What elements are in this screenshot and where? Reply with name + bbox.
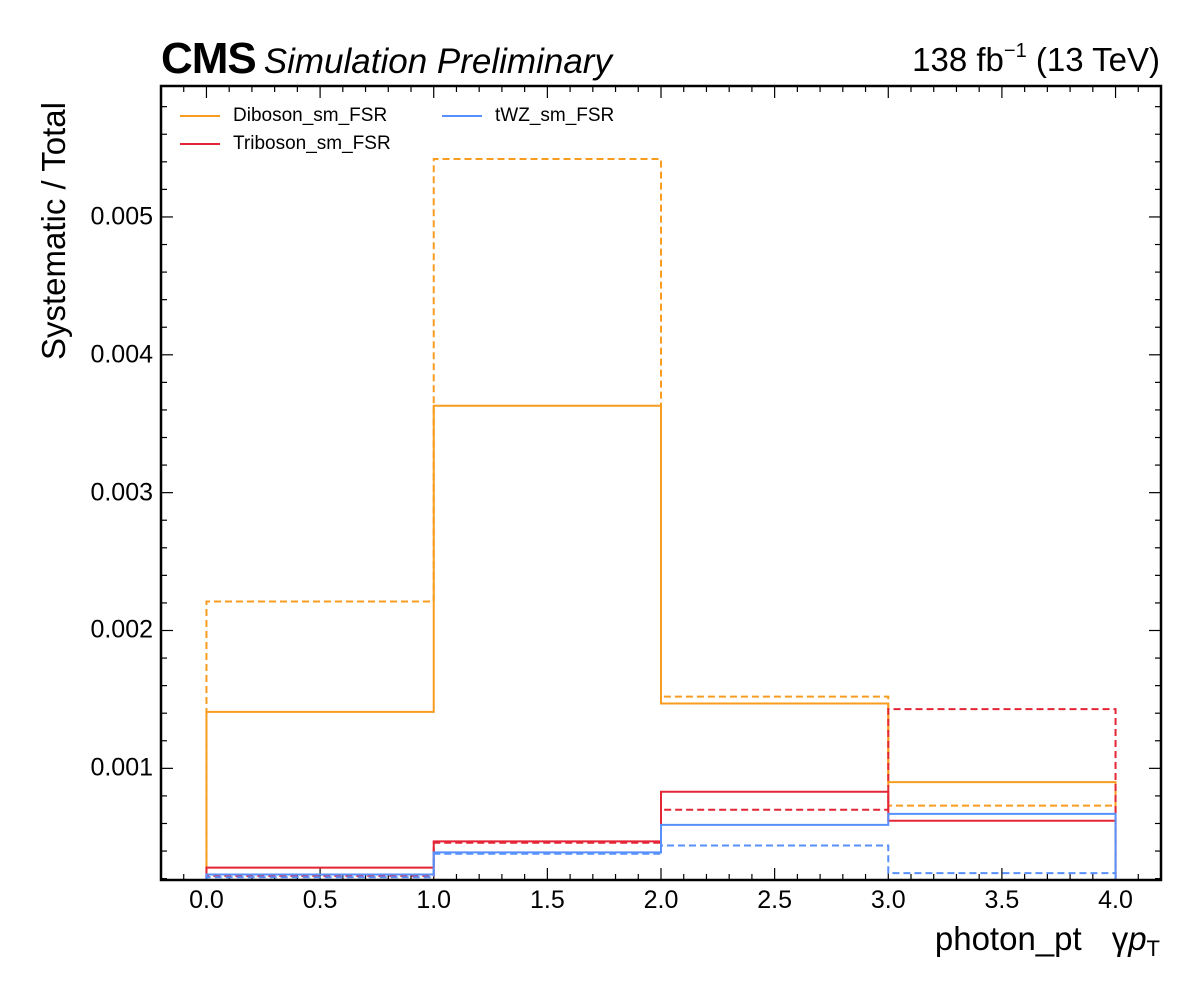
legend-label-diboson: Diboson_sm_FSR bbox=[233, 105, 388, 126]
y-tick-label: 0.003 bbox=[90, 478, 153, 507]
energy-label: (13 TeV) bbox=[1035, 41, 1160, 78]
series-diboson-dashed bbox=[205, 158, 1117, 880]
y-tick-label: 0.002 bbox=[90, 615, 153, 644]
x-axis-unit-sub: T bbox=[1146, 936, 1160, 961]
x-tick-label: 3.5 bbox=[984, 886, 1020, 914]
y-tick-label: 0.004 bbox=[90, 340, 153, 369]
lumi-value: 138 fb bbox=[912, 41, 1004, 78]
legend-label-triboson: Triboson_sm_FSR bbox=[233, 133, 391, 154]
status-label: Simulation Preliminary bbox=[263, 42, 612, 81]
series-twz-dashed bbox=[205, 844, 1117, 880]
legend-item-triboson: Triboson_sm_FSR bbox=[180, 132, 391, 156]
x-tick-label: 3.0 bbox=[870, 886, 906, 914]
legend-swatch-twz bbox=[442, 115, 482, 117]
x-axis-variable: photon_pt bbox=[934, 920, 1082, 957]
legend-swatch-triboson bbox=[180, 143, 220, 145]
x-tick-label: 2.0 bbox=[643, 886, 679, 914]
x-tick-label: 1.0 bbox=[416, 886, 452, 914]
x-axis-unit: γpT bbox=[1111, 920, 1160, 961]
y-tick-label: 0.001 bbox=[90, 753, 153, 782]
lumi-exponent: −1 bbox=[1003, 40, 1027, 62]
x-axis-label: photon_pt γpT bbox=[935, 920, 1160, 962]
x-axis-unit-var: p bbox=[1128, 920, 1147, 957]
series-diboson-solid bbox=[205, 404, 1117, 880]
x-tick-label: 4.0 bbox=[1098, 886, 1133, 914]
legend-item-diboson: Diboson_sm_FSR bbox=[180, 104, 387, 128]
x-axis-unit-symbol: γ bbox=[1111, 920, 1129, 957]
plot-frame bbox=[159, 84, 1163, 882]
x-tick-label: 1.5 bbox=[529, 886, 565, 914]
y-axis-label: Systematic / Total bbox=[35, 102, 72, 360]
luminosity-label: 138 fb−1 (13 TeV) bbox=[912, 40, 1160, 79]
legend-label-twz: tWZ_sm_FSR bbox=[495, 105, 615, 126]
y-tick-label: 0.005 bbox=[90, 202, 153, 231]
legend-swatch-diboson bbox=[180, 115, 220, 117]
experiment-label: CMS bbox=[161, 34, 257, 83]
x-tick-label: 2.5 bbox=[757, 886, 793, 914]
x-tick-label: 0.5 bbox=[302, 886, 338, 914]
legend: Diboson_sm_FSR Triboson_sm_FSR tWZ_sm_FS… bbox=[180, 104, 660, 160]
series-twz-solid bbox=[205, 812, 1117, 880]
x-tick-label: 0.0 bbox=[189, 886, 224, 914]
legend-item-twz: tWZ_sm_FSR bbox=[442, 104, 614, 128]
cms-label: CMS Simulation Preliminary bbox=[161, 34, 612, 84]
